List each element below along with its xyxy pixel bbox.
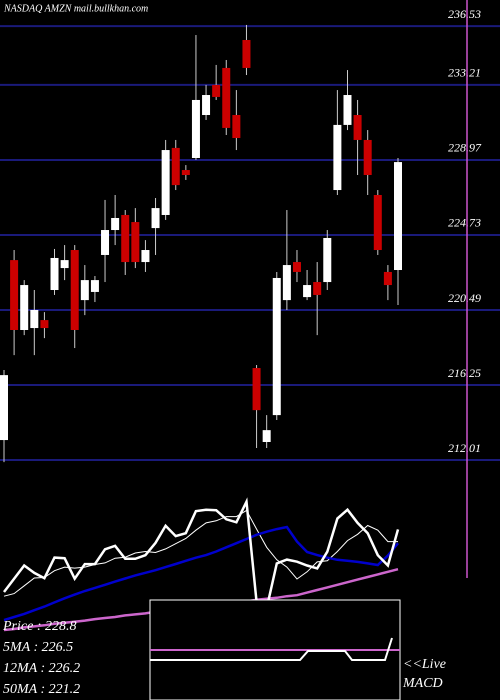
ma-line: [3, 525, 399, 622]
candle-body: [232, 115, 241, 139]
candle-body: [394, 162, 402, 271]
y-tick-label: 220.49: [448, 291, 481, 305]
candle-body: [30, 310, 39, 329]
live-label: <<Live: [403, 657, 446, 672]
candle-body: [212, 84, 221, 97]
candle-body: [272, 277, 281, 416]
readout: Price : 228.8: [2, 619, 76, 634]
candle-body: [202, 95, 211, 116]
candle-body: [121, 214, 130, 263]
candle-body: [40, 320, 49, 329]
readout: 5MA : 226.5: [3, 640, 73, 655]
candle-body: [131, 222, 140, 263]
candle-body: [242, 39, 251, 68]
candle-body: [383, 271, 392, 286]
chart-title: NASDAQ AMZN mail.bullkhan.com: [3, 3, 148, 14]
candle-body: [70, 250, 79, 330]
candle-body: [151, 208, 160, 229]
macd-line: [150, 637, 393, 661]
candle-body: [282, 265, 291, 301]
candle-body: [363, 139, 372, 175]
y-tick-label: 233.21: [448, 66, 481, 80]
candle-body: [343, 95, 352, 125]
readout: 50MA : 221.2: [3, 682, 80, 697]
y-tick-label: 228.97: [448, 141, 482, 155]
candle-body: [191, 99, 200, 159]
readouts: Price : 228.8 5MA : 226.5 12MA : 226.2 50MA…: [2, 619, 80, 697]
candle-body: [333, 124, 342, 191]
y-tick-label: 216.25: [448, 366, 481, 380]
candles: [0, 24, 402, 463]
readout: 12MA : 226.2: [3, 661, 80, 676]
y-tick-label: 224.73: [448, 216, 481, 230]
candle-body: [20, 285, 29, 330]
y-tick-label: 236.53: [448, 7, 481, 21]
candle-body: [161, 150, 170, 215]
candle-body: [181, 170, 190, 175]
macd-box: [149, 599, 401, 700]
candle-body: [252, 368, 261, 411]
y-tick-label: 212.01: [448, 441, 481, 455]
candle-body: [323, 237, 332, 283]
candle-body: [373, 194, 382, 251]
candle-body: [0, 375, 8, 441]
macd-label: MACD: [402, 676, 443, 691]
candle-body: [292, 262, 301, 272]
candle-body: [80, 280, 89, 301]
candle-body: [262, 430, 271, 442]
candle-body: [90, 280, 99, 292]
candle-body: [60, 260, 69, 269]
candle-body: [141, 250, 150, 263]
grid: 236.53 233.21 228.97 224.73 220.49 216.25 212.…: [0, 7, 500, 462]
candle-body: [10, 260, 19, 330]
candle-body: [111, 217, 120, 231]
candle-body: [222, 67, 231, 128]
candle-body: [50, 257, 59, 291]
candle-body: [101, 230, 110, 255]
candle-body: [171, 147, 180, 186]
price-line: [3, 497, 400, 611]
candle-body: [303, 285, 312, 298]
candle-body: [353, 115, 362, 140]
candle-body: [313, 282, 322, 295]
